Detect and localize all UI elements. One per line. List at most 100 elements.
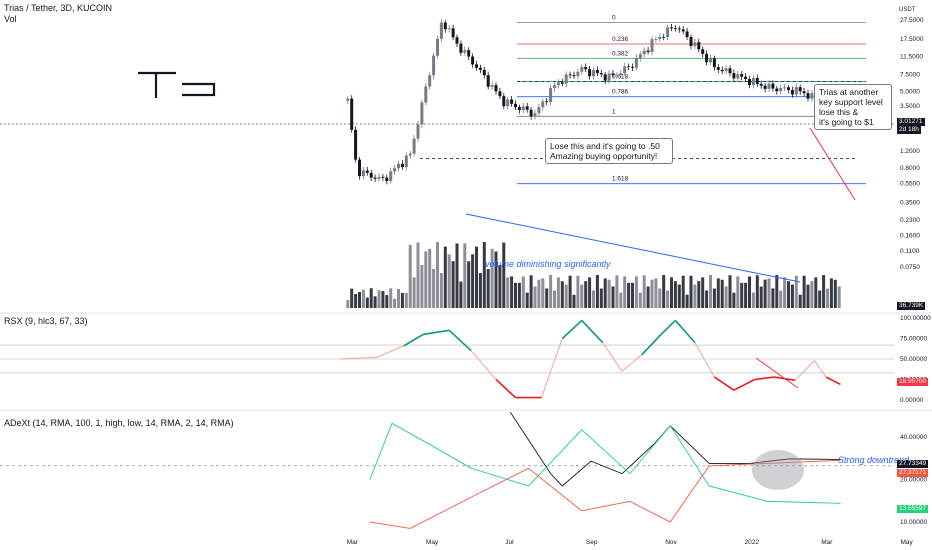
projection-arrow (809, 127, 856, 201)
rsx-line (660, 319, 676, 335)
volume-bar (404, 292, 408, 308)
volume-bar (490, 248, 494, 308)
volume-bar (463, 243, 467, 308)
volume-bar (510, 276, 514, 308)
volume-bar (521, 276, 525, 308)
volume-bar (783, 277, 787, 308)
volume-bar (736, 276, 740, 308)
support-note[interactable]: Trias at another key support level lose … (814, 84, 892, 130)
volume-bar (771, 288, 775, 308)
volume-series (346, 242, 841, 308)
candle (490, 85, 494, 87)
volume-bar (354, 293, 358, 308)
candle (576, 71, 580, 77)
candle (506, 99, 510, 107)
candle (369, 172, 373, 178)
candle (810, 93, 814, 99)
volume-bar (486, 268, 490, 308)
volume-bar (627, 282, 631, 308)
rsx-tick-label: 75.00000 (900, 336, 927, 343)
rsx-title[interactable]: RSX (9, hlc3, 67, 33) (4, 316, 88, 326)
time-axis: Mar May Jul Sep Nov 2022 Mar May (347, 539, 914, 546)
volume-bar (755, 275, 759, 308)
candle (533, 113, 537, 117)
candle (611, 73, 615, 76)
volume-bar (646, 286, 650, 308)
author-logo-icon (138, 71, 216, 98)
volume-bar (619, 292, 623, 308)
candle (553, 85, 556, 89)
candle (404, 155, 408, 168)
candle (603, 74, 607, 81)
time-tick-label: Jul (505, 539, 514, 546)
fib-level-label: 0.786 (612, 89, 629, 96)
candle (580, 66, 584, 72)
volume-bar (428, 248, 432, 308)
candle (549, 88, 553, 103)
price-tick-label: 11.5000 (900, 53, 923, 60)
volume-bar (705, 290, 709, 308)
candle (638, 54, 642, 59)
current-price-label: 3.01271 (897, 118, 925, 126)
rsx-line (733, 378, 756, 391)
volume-bar (361, 289, 365, 308)
candle (541, 101, 545, 108)
volume-bar (716, 278, 720, 308)
candle (471, 56, 475, 65)
symbol-title[interactable]: Trias / Tether, 3D, KUCOIN (4, 3, 113, 13)
candle (556, 82, 560, 86)
candle (646, 50, 650, 52)
volume-bar (599, 288, 603, 308)
price-tick-label: 7.5000 (900, 71, 920, 78)
volume-bar (806, 284, 810, 308)
candle (716, 67, 720, 70)
volume-bar (673, 281, 677, 308)
price-tick-label: 17.5000 (900, 36, 924, 43)
candle (350, 98, 354, 130)
volume-bar (475, 246, 478, 308)
candle (662, 36, 666, 38)
volume-bar (720, 279, 724, 308)
volume-bar (810, 281, 814, 308)
volume-bar (818, 290, 822, 308)
time-tick-label: Mar (347, 539, 359, 546)
volume-bar (712, 288, 716, 308)
candle (521, 106, 525, 111)
candle (358, 159, 361, 177)
volume-bar (763, 279, 767, 308)
rsx-line (641, 333, 662, 356)
candle (381, 176, 385, 178)
adext-title[interactable]: ADeXt (14, RMA, 100, 1, high, low, 14, R… (4, 418, 234, 428)
rsx-trend-arrow (755, 357, 799, 389)
currency-label: USDT (899, 7, 916, 13)
volume-bar (595, 275, 599, 308)
adext-series-line (369, 422, 841, 504)
rsx-line (470, 350, 497, 380)
volume-bar (775, 275, 779, 308)
buy-note[interactable]: Lose this and it's going to .50 Amazing … (545, 138, 673, 164)
volume-bar (814, 277, 818, 308)
volume-bar (358, 291, 361, 308)
volume-bar (397, 289, 400, 308)
volume-bar (389, 288, 393, 308)
candle (763, 85, 767, 89)
volume-bar (517, 282, 521, 308)
rsx-line (495, 378, 517, 399)
volume-bar (412, 277, 416, 308)
adext-tick-label: 10.00000 (900, 519, 927, 526)
adext-panel: 40.00000 20.00000 10.00000 (0, 411, 927, 529)
candle (642, 50, 646, 55)
price-axis: 27.5000 17.5000 11.5000 7.5000 5.0000 3.5000 2… (900, 17, 924, 271)
candle (572, 75, 576, 77)
volume-bar (650, 279, 654, 308)
volume-bar (798, 294, 802, 308)
volume-bar (822, 275, 826, 308)
price-tick-label: 5.0000 (900, 88, 920, 95)
fib-level-label: 0.618 (612, 74, 629, 81)
volume-bar (724, 286, 728, 308)
rsx-line (581, 319, 604, 344)
candle (385, 177, 389, 182)
volume-bar (826, 288, 829, 308)
candle (650, 39, 654, 52)
